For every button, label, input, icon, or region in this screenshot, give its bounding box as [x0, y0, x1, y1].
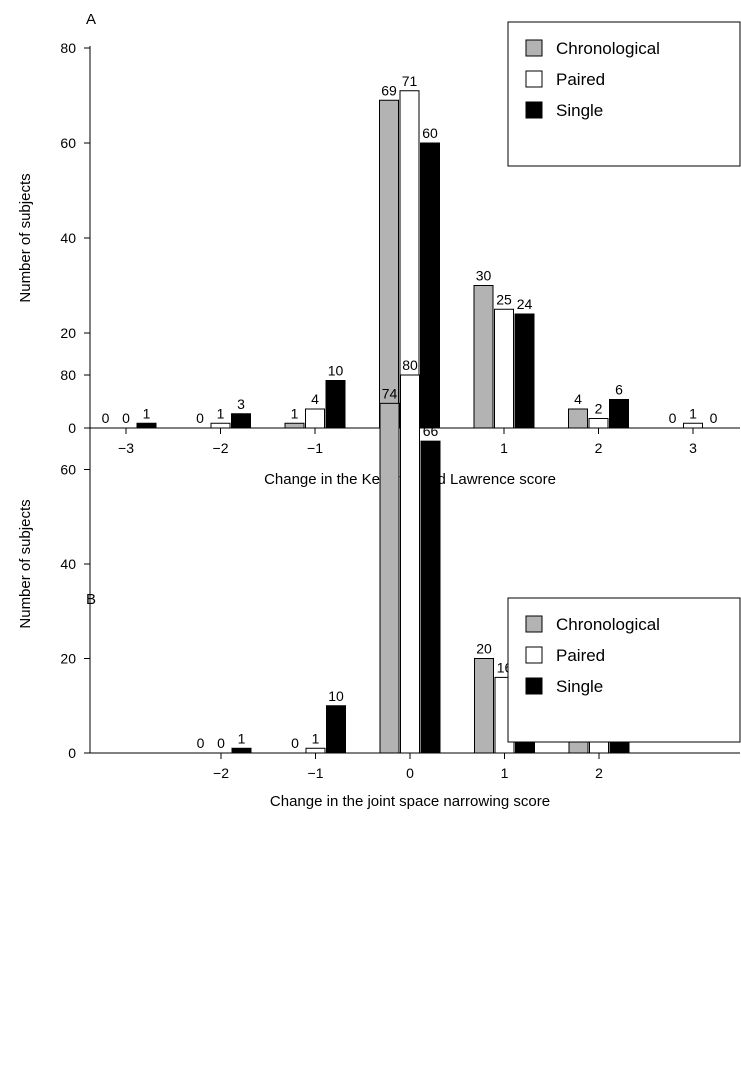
x-tick-label: 1	[500, 440, 508, 456]
bar-chronological	[473, 285, 494, 429]
y-axis-label: Number of subjects	[17, 173, 34, 302]
y-tick-label: 0	[68, 420, 76, 436]
bar-paired	[305, 408, 325, 429]
bar-value-label: 4	[311, 391, 319, 407]
bar-value-label: 1	[238, 730, 246, 746]
bar-value-label: 24	[517, 296, 533, 312]
x-tick-label: −1	[307, 440, 323, 456]
bar-value-label: 0	[710, 410, 718, 426]
bar-value-label: 0	[122, 410, 130, 426]
legend-label: Paired	[556, 70, 605, 89]
bar-value-label: 66	[423, 423, 439, 439]
bar-value-label: 0	[102, 410, 110, 426]
bar-value-label: 0	[291, 735, 299, 751]
x-tick-label: 2	[595, 765, 603, 781]
bar-paired	[400, 374, 420, 754]
x-tick-label: −2	[213, 440, 229, 456]
legend-swatch	[525, 39, 543, 57]
y-tick-label: 60	[60, 462, 76, 478]
legend-label: Paired	[556, 646, 605, 665]
bar-chronological	[284, 422, 305, 429]
bar-value-label: 10	[328, 688, 344, 704]
bar-paired	[588, 418, 609, 429]
bar-value-label: 10	[328, 363, 344, 379]
bar-value-label: 1	[312, 730, 320, 746]
bar-chronological	[379, 99, 399, 429]
x-tick-label: 2	[595, 440, 603, 456]
bar-value-label: 0	[197, 735, 205, 751]
legend-swatch	[525, 677, 543, 695]
bar-value-label: 0	[217, 735, 225, 751]
legend-label: Single	[556, 677, 603, 696]
legend: Chronological Paired Single	[507, 597, 741, 743]
y-tick-label: 20	[60, 325, 76, 341]
bar-paired	[683, 422, 703, 429]
x-tick-label: −2	[213, 765, 229, 781]
bar-single	[136, 422, 157, 429]
bar-value-label: 25	[496, 291, 512, 307]
x-tick-label: 1	[501, 765, 509, 781]
legend-swatch	[525, 646, 543, 664]
bar-value-label: 80	[402, 357, 418, 373]
bar-paired	[305, 747, 326, 754]
bar-single	[326, 705, 346, 754]
panel-label: B	[86, 591, 96, 608]
bar-value-label: 1	[291, 405, 299, 421]
bar-value-label: 20	[476, 641, 492, 657]
y-tick-label: 80	[60, 40, 76, 56]
bar-value-label: 69	[381, 82, 397, 98]
bar-value-label: 1	[143, 405, 151, 421]
bar-single	[325, 380, 346, 429]
bar-single	[609, 399, 629, 429]
bar-value-label: 60	[422, 125, 438, 141]
bar-value-label: 0	[669, 410, 677, 426]
bar-value-label: 0	[196, 410, 204, 426]
bar-single	[231, 747, 252, 754]
legend-box	[507, 21, 741, 167]
y-tick-label: 20	[60, 651, 76, 667]
bar-chronological	[474, 658, 494, 754]
bar-value-label: 2	[595, 401, 603, 417]
legend-box	[507, 597, 741, 743]
bar-single	[420, 440, 441, 754]
y-axis-label: Number of subjects	[17, 499, 34, 628]
bar-value-label: 1	[689, 405, 697, 421]
x-tick-label: −1	[308, 765, 324, 781]
legend-label: Single	[556, 101, 603, 120]
y-tick-label: 60	[60, 135, 76, 151]
legend-swatch	[525, 101, 543, 119]
bar-single	[514, 313, 535, 429]
legend-swatch	[525, 70, 543, 88]
bar-value-label: 74	[382, 385, 398, 401]
x-tick-label: −3	[118, 440, 134, 456]
bar-value-label: 6	[615, 382, 623, 398]
y-tick-label: 0	[68, 745, 76, 761]
y-tick-label: 40	[60, 230, 76, 246]
x-tick-label: 3	[689, 440, 697, 456]
legend-label: Chronological	[556, 615, 660, 634]
legend-label: Chronological	[556, 39, 660, 58]
x-axis-label: Change in the joint space narrowing scor…	[270, 793, 550, 810]
bar-value-label: 71	[402, 73, 418, 89]
bar-paired	[494, 308, 514, 429]
bar-value-label: 4	[574, 391, 582, 407]
panel-label: A	[86, 11, 96, 28]
legend-swatch	[525, 615, 543, 633]
bar-single	[420, 142, 440, 429]
y-tick-label: 80	[60, 367, 76, 383]
bar-value-label: 1	[217, 405, 225, 421]
x-tick-label: 0	[406, 765, 414, 781]
legend: Chronological Paired Single	[507, 21, 741, 167]
bar-chronological	[568, 408, 588, 429]
bar-single	[231, 413, 251, 429]
bar-paired	[210, 422, 231, 429]
bar-value-label: 30	[476, 268, 492, 284]
bar-value-label: 3	[237, 396, 245, 412]
bar-chronological	[379, 402, 400, 754]
y-tick-label: 40	[60, 556, 76, 572]
